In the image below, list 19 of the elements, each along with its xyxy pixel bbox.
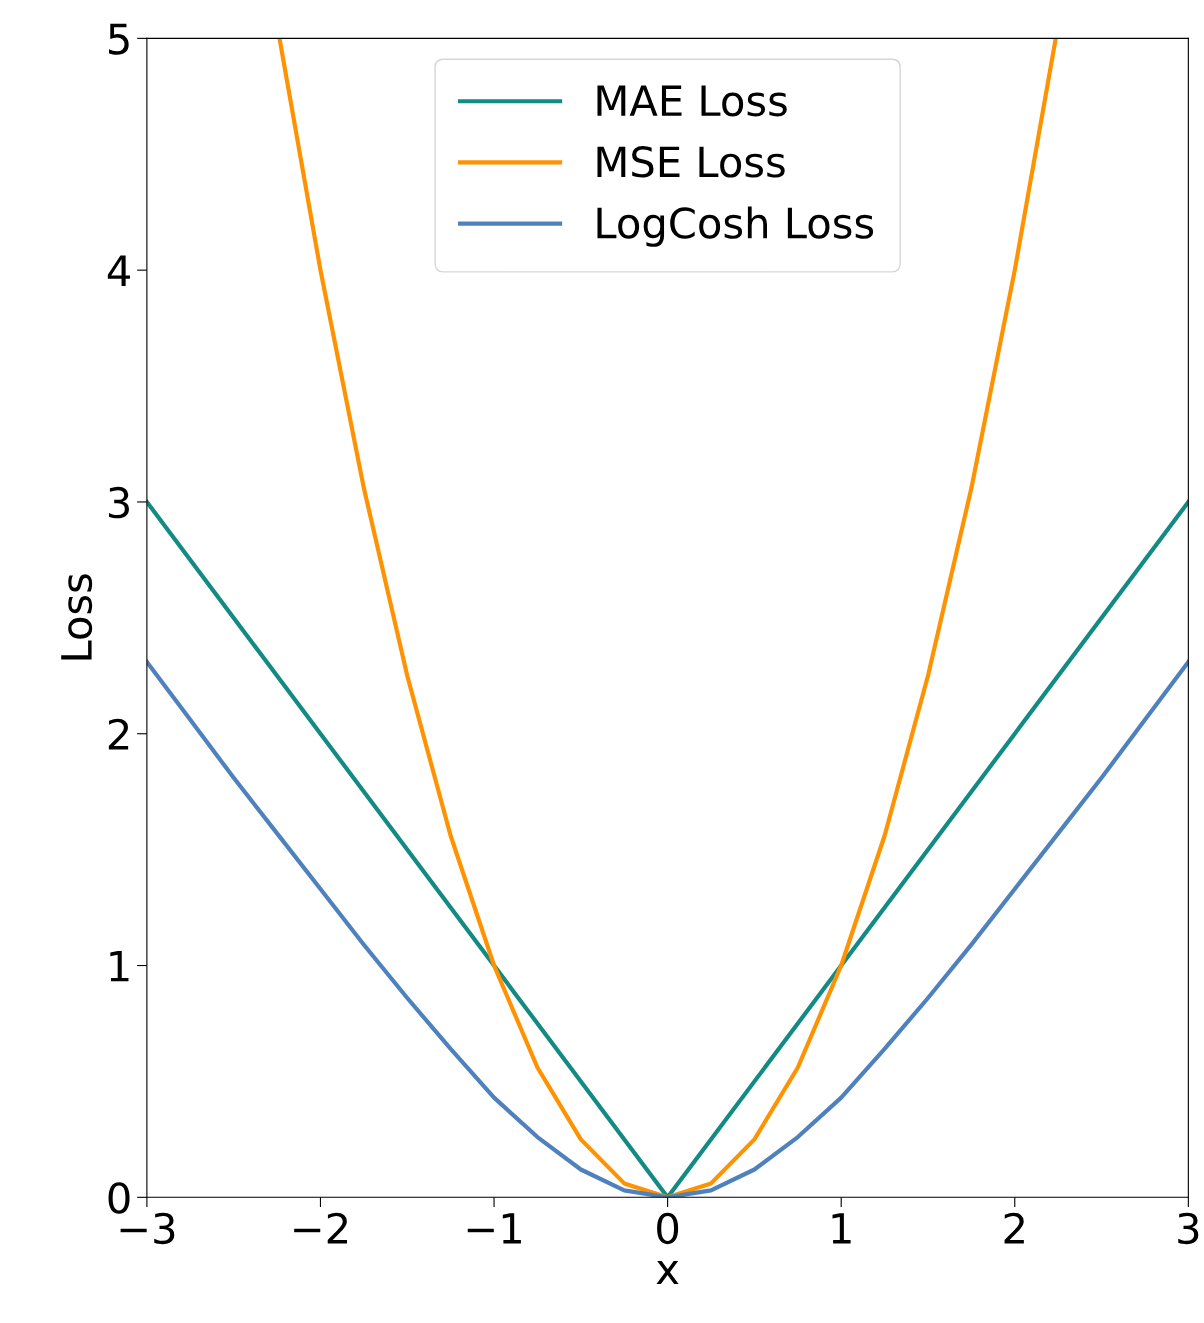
- legend-label: MAE Loss: [597, 85, 787, 117]
- y-tick-label: 3: [108, 486, 129, 519]
- line-series: [277, 38, 1058, 1198]
- y-tick-label: 5: [109, 23, 129, 55]
- x-tick-label: 2: [1004, 1212, 1024, 1244]
- x-tick-label: 3: [1178, 1212, 1199, 1245]
- y-tick-label: 4: [107, 255, 130, 286]
- y-tick-label: 2: [108, 718, 129, 750]
- x-tick-label: 1: [832, 1213, 851, 1244]
- legend-label: MSE Loss: [597, 146, 785, 178]
- x-tick-label: 0: [657, 1212, 679, 1245]
- x-tick-label: −3: [120, 1212, 175, 1245]
- y-axis-title: Loss: [61, 574, 93, 660]
- x-tick-label: −1: [467, 1213, 521, 1244]
- x-axis-title: x: [656, 1261, 679, 1284]
- y-tick-label: 1: [110, 950, 129, 982]
- y-tick-label: 0: [108, 1182, 130, 1214]
- legend-label: LogCosh Loss: [597, 206, 874, 247]
- x-tick-label: −2: [294, 1212, 347, 1244]
